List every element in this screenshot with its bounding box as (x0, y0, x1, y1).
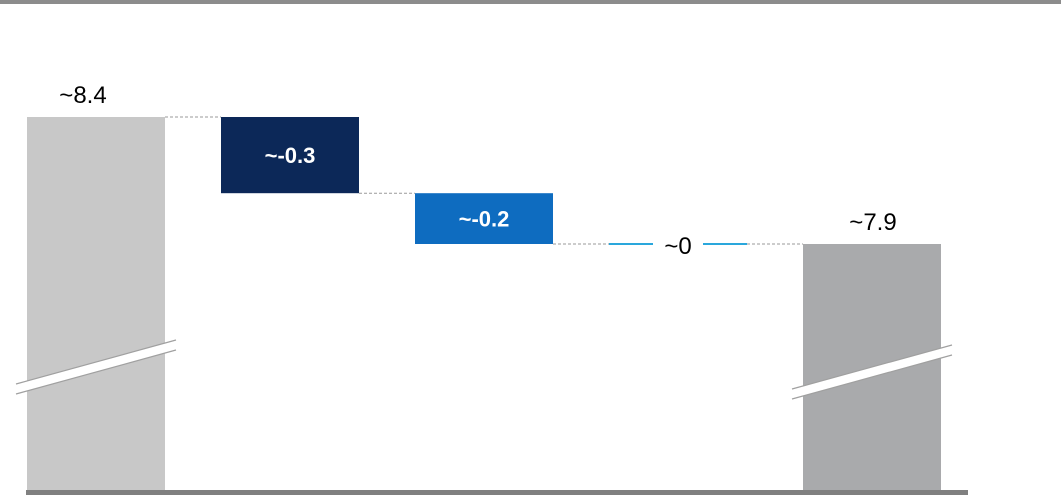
bar-1 (221, 117, 359, 194)
connector-lines (165, 116, 803, 245)
break-gap-0 (16, 340, 176, 394)
bar-2 (415, 193, 553, 244)
baseline-axis (26, 490, 968, 495)
bars (27, 117, 941, 490)
break-line-4-a (791, 344, 953, 390)
break-line-0-a (15, 339, 177, 385)
bar-2-label: ~-0.2 (459, 207, 510, 232)
break-line-0-b (15, 349, 177, 395)
break-gap-4 (792, 345, 952, 399)
bar-1-label: ~-0.3 (265, 143, 316, 168)
top-rule (0, 0, 1061, 4)
axis-breaks (15, 339, 953, 400)
break-line-4-b (791, 354, 953, 400)
bar-3-label: ~0 (664, 233, 691, 260)
bar-4-label: ~7.9 (849, 209, 896, 236)
bar-0 (27, 117, 165, 490)
bar-0-label: ~8.4 (59, 82, 106, 109)
data-labels: ~8.4 ~-0.3 ~-0.2 ~0 ~7.9 (59, 82, 896, 260)
